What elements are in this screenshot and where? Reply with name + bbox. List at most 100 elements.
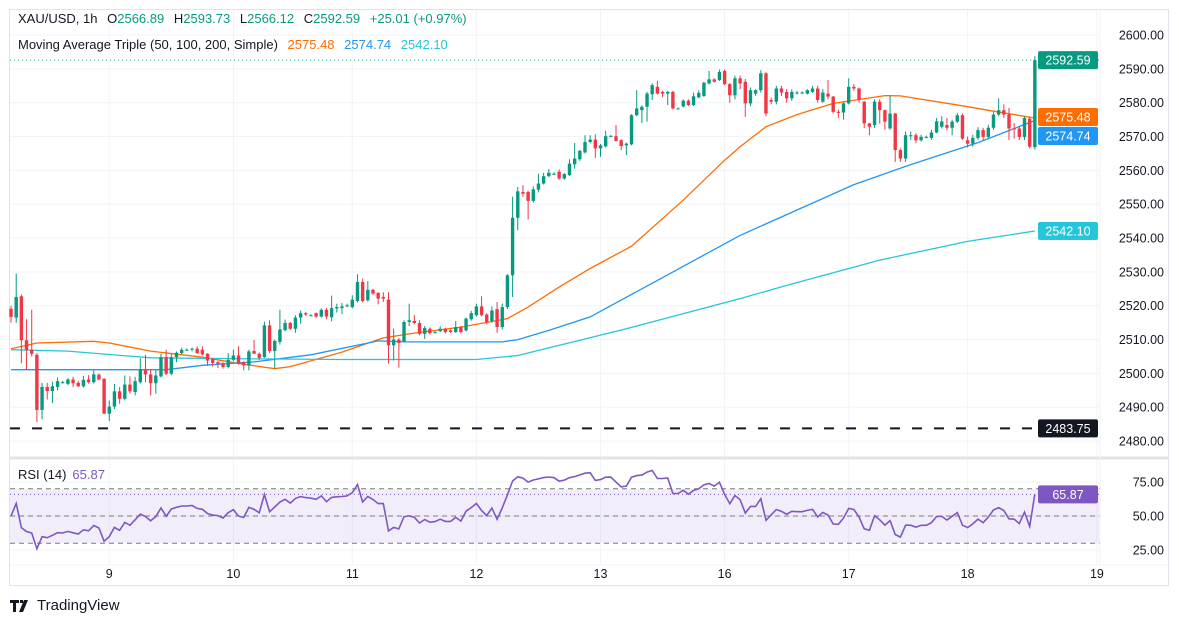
candle-down [236, 346, 241, 365]
candle-up [645, 91, 649, 122]
candle-down [210, 357, 215, 367]
candle-body [329, 308, 334, 318]
candle-down [148, 369, 153, 396]
candle-down [71, 376, 75, 387]
candle-down [221, 362, 225, 369]
candle-body [893, 113, 897, 151]
candle-up [474, 303, 479, 317]
candle-down [981, 127, 985, 141]
candle-body [366, 289, 370, 301]
candle-up [531, 186, 535, 203]
rsi-tick-label: 25.00 [1133, 544, 1164, 558]
open-value: 2566.89 [117, 11, 165, 26]
indicator-legend[interactable]: Moving Average Triple (50, 100, 200, Sim… [18, 37, 454, 52]
candle-body [852, 86, 856, 89]
ma200-line [10, 230, 1035, 361]
candle-up [138, 358, 143, 384]
candle-body [221, 363, 225, 367]
high-value: 2593.73 [183, 11, 231, 26]
candle-down [1017, 126, 1022, 140]
candle-up [583, 135, 587, 154]
candle-up [717, 69, 722, 82]
candle-body [955, 115, 959, 122]
candle-body [138, 369, 143, 383]
candle-up [676, 107, 680, 110]
support-price-label-bg [1038, 419, 1098, 438]
time-tick-label: 13 [594, 567, 608, 581]
candle-down [397, 338, 401, 368]
symbol-legend[interactable]: XAU/USD, 1h O2566.89 H2593.73 L2566.12 C… [18, 11, 473, 26]
rsi-legend[interactable]: RSI (14) 65.87 [18, 467, 105, 482]
candle-body [340, 306, 344, 309]
axis-price-labels: 2592.59 2575.48 2574.74 2542.10 2483.75 65.87 [1038, 51, 1098, 504]
candle-body [195, 348, 199, 354]
candle-up [81, 375, 86, 388]
candle-down [655, 80, 660, 95]
candle-body [267, 325, 272, 352]
candle-down [200, 346, 205, 356]
candle-body [722, 70, 727, 85]
candle-body [335, 307, 339, 309]
candle-body [924, 136, 928, 138]
candle-up [262, 321, 267, 358]
candle-body [402, 321, 406, 342]
candle-up [971, 134, 975, 147]
candle-up [298, 310, 303, 324]
candle-body [71, 379, 75, 384]
candle-body [815, 88, 820, 101]
candle-up [190, 347, 194, 352]
candle-up [340, 303, 344, 314]
moving-averages [10, 94, 1036, 371]
candle-down [779, 85, 784, 96]
candle-up [350, 295, 355, 309]
time-tick-label: 12 [469, 567, 483, 581]
candle-down [360, 278, 365, 303]
candle-body [55, 381, 60, 387]
candle-body [288, 322, 292, 329]
candle-up [107, 400, 111, 422]
candle-body [345, 305, 349, 307]
candle-up [391, 328, 396, 361]
candle-body [598, 145, 603, 149]
candle-body [510, 217, 515, 276]
change-value: +25.01 (+0.97%) [369, 11, 467, 26]
candle-up [112, 383, 117, 409]
candle-up [454, 320, 458, 333]
candle-up [697, 90, 701, 99]
open-label: O [107, 11, 118, 26]
candle-up [691, 92, 696, 107]
candle-up [273, 339, 277, 369]
candle-down [614, 125, 618, 142]
candle-body [216, 362, 220, 364]
candle-down [728, 83, 732, 103]
candle-body [847, 86, 851, 104]
candle-body [557, 171, 561, 179]
candle-up [578, 150, 582, 161]
candle-body [355, 282, 360, 301]
candle-body [697, 92, 701, 98]
candle-up [174, 351, 179, 363]
candle-down [386, 292, 391, 364]
candle-down [252, 339, 256, 354]
candle-body [681, 100, 685, 107]
candle-up [345, 303, 349, 308]
ma50-line [10, 94, 1035, 370]
candle-body [614, 136, 618, 141]
candle-body [717, 71, 722, 81]
candle-down [117, 386, 122, 404]
axes[interactable]: 2480.00 2490.00 2500.00 2510.00 2520.00 2530.… [106, 29, 1164, 581]
candle-body [454, 327, 458, 333]
candle-up [547, 169, 551, 178]
price-tick-label: 2490.00 [1119, 401, 1164, 415]
tradingview-logo[interactable]: TradingView [10, 597, 120, 614]
candle-body [588, 139, 592, 142]
candle-body [479, 306, 484, 316]
candle-up [433, 330, 437, 334]
candle-down [267, 320, 272, 354]
candle-body [945, 125, 949, 128]
candle-body [252, 351, 256, 354]
candle-down [764, 72, 768, 117]
candle-down [671, 90, 675, 110]
candle-down [30, 309, 34, 357]
